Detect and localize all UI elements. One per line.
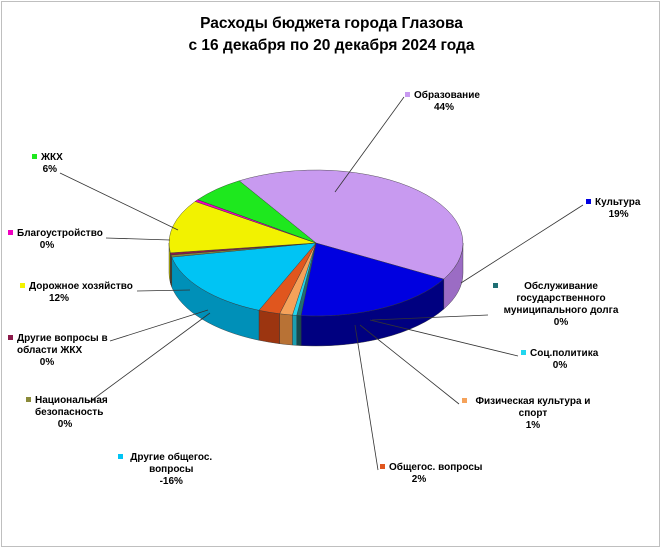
slice-10-swatch <box>20 283 25 288</box>
slice-3-name-label: муниципального долга <box>504 305 619 316</box>
slice-5-value-label: 1% <box>526 420 541 431</box>
slice-7-name-label: Другие общегос. <box>130 451 212 463</box>
slice-6-value-label: 2% <box>412 474 427 485</box>
slice-1 <box>238 169 464 280</box>
slice-4-value-label: 0% <box>553 360 568 371</box>
slice-12 <box>197 180 317 244</box>
slice-9-name-label: области ЖКХ <box>17 344 82 356</box>
slice-11-name-label: Благоустройство <box>17 228 103 239</box>
slice-9-swatch <box>8 335 13 340</box>
slice-10-leader-line <box>136 289 191 292</box>
slice-12-name-label: ЖКХ <box>40 152 63 163</box>
slice-8-value-label: 0% <box>58 419 73 430</box>
slice-5-side <box>279 313 293 346</box>
slice-1-leader-line <box>334 96 405 193</box>
slice-2-swatch <box>586 199 591 204</box>
slice-5-swatch <box>462 398 467 403</box>
slice-5-name-label: Физическая культура и <box>475 396 590 407</box>
chart-subtitle: с 16 декабря по 20 декабря 2024 года <box>188 37 475 54</box>
slice-3-side <box>296 315 302 346</box>
slice-10-value-label: 12% <box>49 293 69 304</box>
slice-4-side <box>292 314 297 346</box>
slice-6-swatch <box>380 464 385 469</box>
slice-3-leader-line <box>371 314 489 321</box>
slice-6-leader-line <box>354 324 379 471</box>
slice-2 <box>300 242 445 317</box>
slice-12-value-label: 6% <box>43 164 58 175</box>
slice-3-value-label: 0% <box>554 317 569 328</box>
slice-1-swatch <box>405 92 410 97</box>
slice-10 <box>168 201 317 254</box>
slice-1-name-label: Образование <box>414 89 480 101</box>
slice-7 <box>171 242 317 311</box>
slice-1-value-label: 44% <box>434 102 454 113</box>
slice-5-leader-line <box>359 324 460 405</box>
slice-8-name-label: Национальная <box>35 395 108 406</box>
slice-7-name-label: вопросы <box>149 464 193 475</box>
slice-12-swatch <box>32 154 37 159</box>
slice-2-leader-line <box>460 204 584 284</box>
slice-2-value-label: 19% <box>609 209 629 220</box>
slice-11-leader-line <box>105 237 171 241</box>
slice-11-value-label: 0% <box>40 240 55 251</box>
slice-4-leader-line <box>369 319 519 357</box>
slice-7-value-label: -16% <box>160 476 183 487</box>
slice-8-name-label: безопасность <box>35 406 103 418</box>
slice-9-leader-line <box>109 309 209 342</box>
slice-9-name-label: Другие вопросы в <box>17 333 108 344</box>
slice-5-name-label: спорт <box>519 408 548 419</box>
slice-8-swatch <box>26 397 31 402</box>
chart-title: Расходы бюджета города Глазова <box>200 15 463 32</box>
slice-3-name-label: Обслуживание <box>524 280 598 292</box>
slice-9-value-label: 0% <box>40 357 55 368</box>
slice-12-leader-line <box>59 172 179 231</box>
slice-11-swatch <box>8 230 13 235</box>
slice-4-name-label: Соц.политика <box>530 348 599 359</box>
slice-2-name-label: Культура <box>595 197 641 208</box>
slice-6-side <box>258 310 280 344</box>
slice-10-name-label: Дорожное хозяйство <box>29 281 133 292</box>
slice-4-swatch <box>521 350 526 355</box>
slice-7-swatch <box>118 454 123 459</box>
slice-3-swatch <box>493 283 498 288</box>
slice-3-name-label: государственного <box>516 293 605 304</box>
slice-6-name-label: Общегос. вопросы <box>389 461 482 473</box>
slice-8-leader-line <box>87 312 211 404</box>
